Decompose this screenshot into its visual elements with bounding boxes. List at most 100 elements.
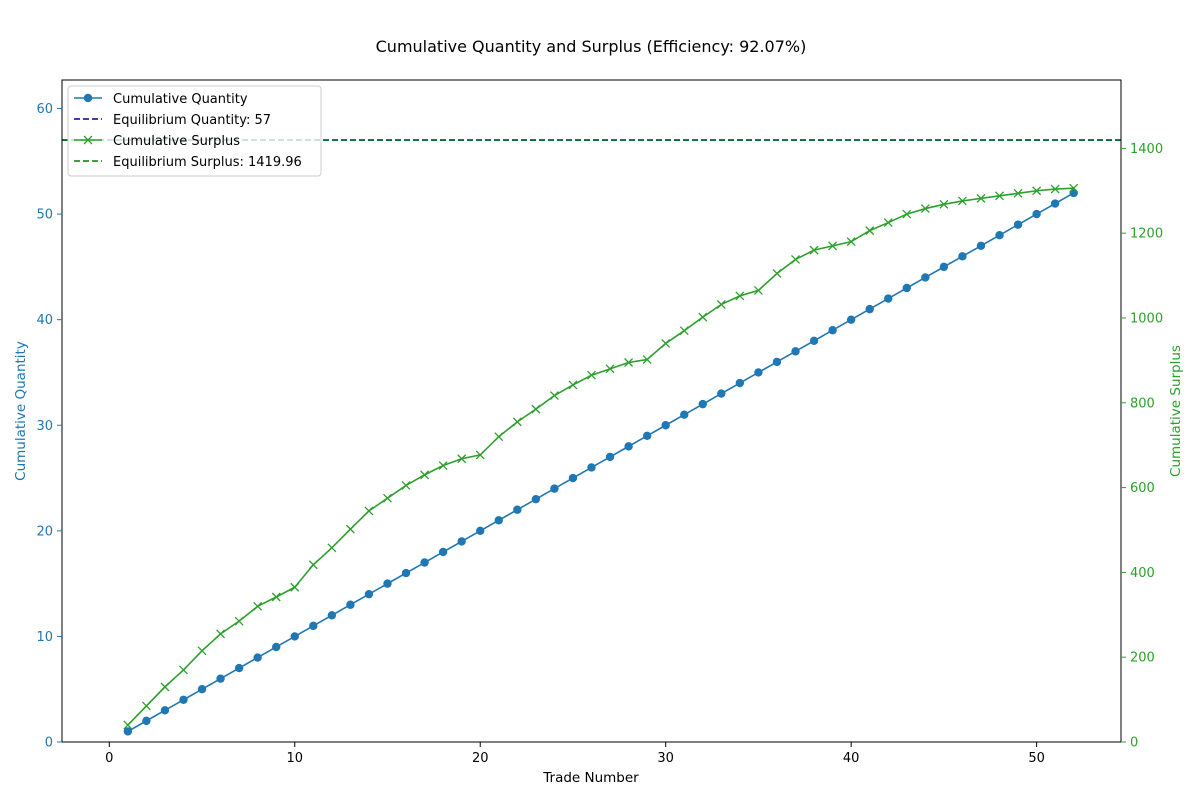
y-right-tick-label: 600 xyxy=(1130,481,1155,496)
quantity-point xyxy=(1032,209,1041,219)
surplus-point xyxy=(179,665,188,675)
surplus-point xyxy=(957,196,967,206)
surplus-point xyxy=(865,226,875,236)
surplus-point xyxy=(753,285,763,295)
quantity-point xyxy=(642,431,652,441)
quantity-point xyxy=(680,410,689,419)
surplus-point xyxy=(345,524,355,534)
surplus-point xyxy=(475,450,485,460)
quantity-point xyxy=(735,378,745,388)
x-tick-label: 40 xyxy=(843,751,860,766)
legend-label-equilibrium-surplus: Equilibrium Surplus: 1419.96 xyxy=(113,155,302,170)
quantity-point xyxy=(865,304,874,314)
surplus-point xyxy=(828,241,838,251)
quantity-point xyxy=(476,526,485,536)
quantity-point xyxy=(160,706,170,715)
quantity-point xyxy=(884,294,893,303)
surplus-point xyxy=(141,701,151,711)
quantity-point xyxy=(142,716,151,726)
surplus-point xyxy=(308,560,318,570)
y-right-tick-label: 800 xyxy=(1130,396,1155,411)
quantity-point xyxy=(902,283,911,293)
surplus-point xyxy=(1069,183,1079,193)
quantity-point xyxy=(197,685,207,694)
surplus-point xyxy=(494,432,504,442)
quantity-point xyxy=(513,505,522,514)
surplus-point xyxy=(939,199,949,209)
surplus-point xyxy=(364,506,374,516)
legend-marker-surplus xyxy=(83,135,93,145)
y-left-tick-label: 0 xyxy=(45,736,53,751)
quantity-point xyxy=(976,241,986,250)
legend-label-equilibrium-quantity: Equilibrium Quantity: 57 xyxy=(113,113,271,128)
surplus-point xyxy=(568,380,578,390)
y-axis-right-title: Cumulative Surplus xyxy=(1168,345,1184,477)
series-line-cumulative-quantity xyxy=(127,192,1075,733)
surplus-point xyxy=(549,391,559,401)
quantity-point xyxy=(828,326,837,335)
quantity-point xyxy=(605,452,615,462)
surplus-point xyxy=(401,481,411,490)
quantity-point xyxy=(772,357,782,367)
quantity-point xyxy=(1013,220,1023,229)
surplus-point xyxy=(123,720,133,730)
y-axis-left-title: Cumulative Quantity xyxy=(13,341,29,481)
surplus-point xyxy=(438,461,448,470)
surplus-point xyxy=(271,592,281,602)
quantity-point xyxy=(290,632,299,641)
quantity-point xyxy=(624,442,633,451)
surplus-point xyxy=(512,417,522,427)
surplus-point xyxy=(846,237,856,247)
legend-frame xyxy=(67,85,322,177)
surplus-point xyxy=(253,601,263,611)
surplus-point xyxy=(383,493,392,503)
x-tick-label: 20 xyxy=(472,751,489,766)
surplus-point xyxy=(327,543,337,553)
plot-area: 0 10 20 30 40 5001020304050600200400600800100… xyxy=(36,79,1163,766)
x-tick-label: 10 xyxy=(286,751,303,766)
series-line-cumulative-surplus xyxy=(127,187,1074,726)
surplus-point xyxy=(772,268,782,278)
surplus-point xyxy=(883,218,893,228)
surplus-point xyxy=(216,629,226,639)
quantity-point xyxy=(939,262,949,272)
quantity-point xyxy=(420,558,429,567)
surplus-point xyxy=(605,364,615,374)
y-left-tick-label: 20 xyxy=(36,524,53,539)
surplus-point xyxy=(698,312,708,322)
surplus-point xyxy=(290,582,300,592)
surplus-point xyxy=(809,245,819,255)
legend: Cumulative Quantity Equilibrium Quantity:… xyxy=(67,85,322,177)
surplus-point xyxy=(735,291,745,301)
quantity-point xyxy=(550,484,559,493)
quantity-point xyxy=(383,579,392,588)
x-axis-title: Trade Number xyxy=(542,770,639,786)
surplus-point xyxy=(531,404,541,414)
legend-marker-quantity xyxy=(83,93,93,103)
y-left-tick-label: 50 xyxy=(36,208,53,223)
quantity-point xyxy=(531,494,541,504)
surplus-point xyxy=(716,299,726,309)
y-left-tick-label: 30 xyxy=(36,419,53,434)
quantity-point xyxy=(216,674,225,683)
quantity-point xyxy=(791,347,800,356)
quantity-point xyxy=(587,463,596,472)
surplus-point xyxy=(234,616,244,626)
quantity-point xyxy=(253,653,262,662)
surplus-point xyxy=(1013,188,1023,198)
y-left-tick-label: 40 xyxy=(36,313,53,328)
surplus-point xyxy=(679,326,689,336)
quantity-point xyxy=(921,273,930,282)
surplus-point xyxy=(624,358,634,367)
x-tick-label: 0 xyxy=(105,751,113,766)
quantity-point xyxy=(846,315,856,324)
quantity-point xyxy=(272,642,281,652)
y-left-tick-label: 10 xyxy=(36,630,53,645)
quantity-point xyxy=(809,336,819,345)
quantity-point xyxy=(401,568,411,578)
quantity-point xyxy=(661,421,670,430)
quantity-point xyxy=(179,695,188,704)
surplus-point xyxy=(976,193,986,203)
